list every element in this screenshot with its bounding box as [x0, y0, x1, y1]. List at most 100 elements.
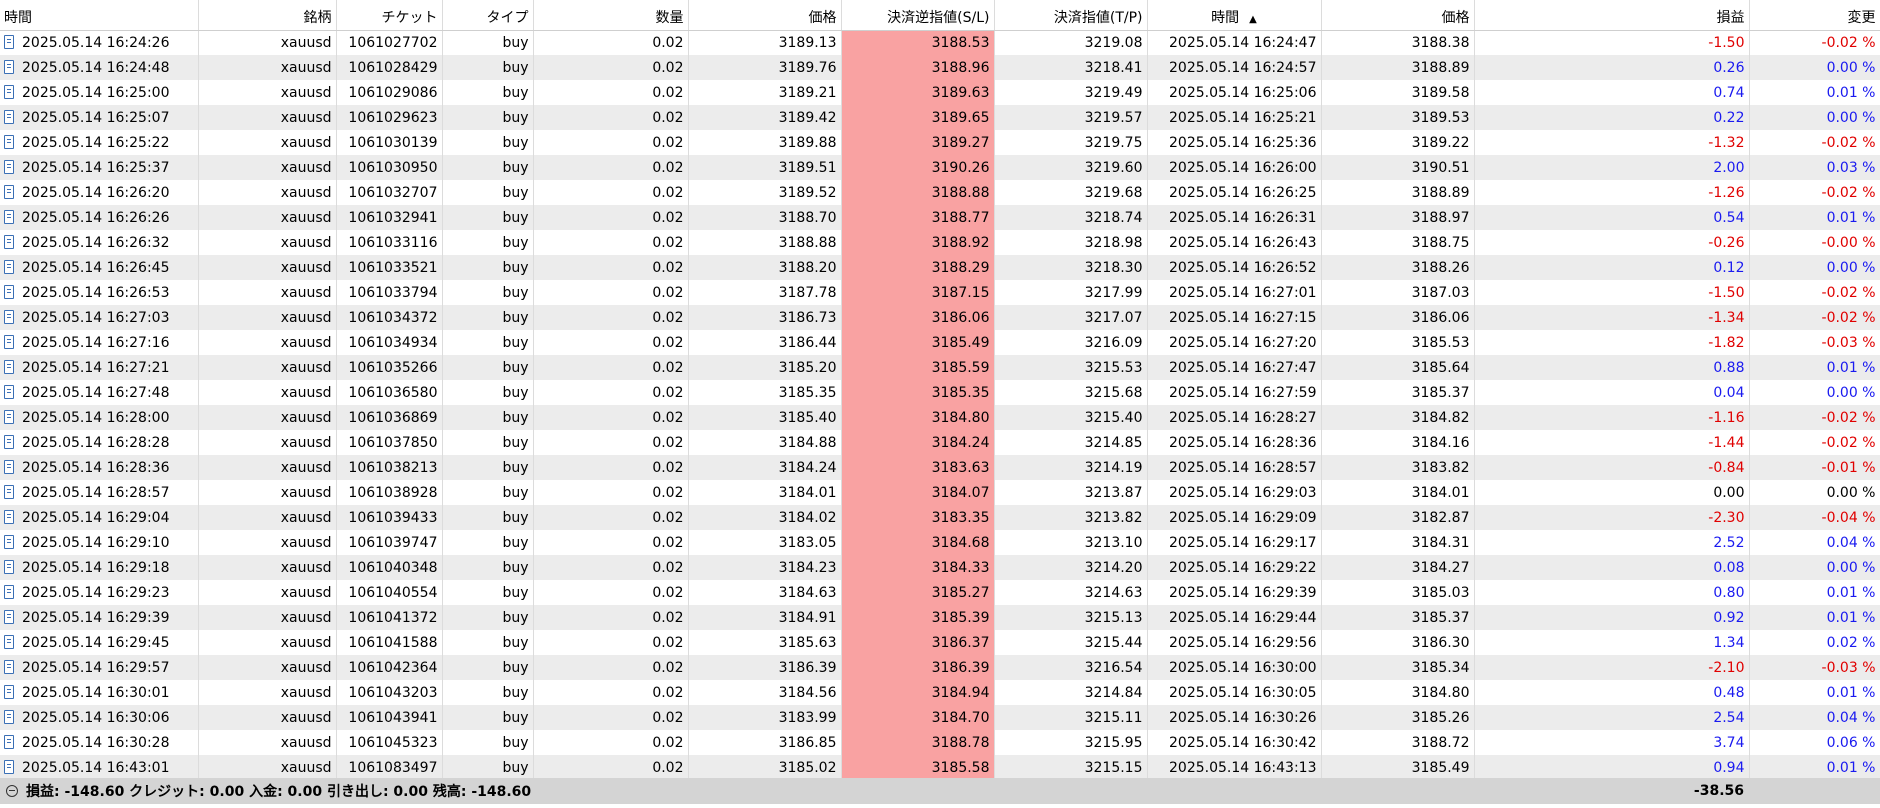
table-row[interactable]: 2025.05.14 16:25:37 xauusd 1061030950 buy 0.…: [0, 155, 1880, 180]
cell-stop-loss-value: 3186.06: [931, 309, 990, 326]
col-header-ticket[interactable]: チケット: [336, 0, 443, 31]
cell-close-time: 2025.05.14 16:30:05: [1147, 680, 1322, 705]
cell-open-price-value: 3184.01: [778, 484, 837, 501]
col-header-label: 銘柄: [303, 9, 332, 26]
table-row[interactable]: 2025.05.14 16:30:06 xauusd 1061043941 buy 0.…: [0, 705, 1880, 730]
deal-document-icon: [4, 284, 14, 299]
cell-change-value: 0.06 %: [1826, 734, 1876, 751]
col-header-close-price[interactable]: 価格: [1321, 0, 1475, 31]
cell-volume: 0.02: [533, 430, 689, 455]
table-row[interactable]: 2025.05.14 16:26:20 xauusd 1061032707 buy 0.…: [0, 180, 1880, 205]
cell-take-profit-value: 3214.19: [1084, 459, 1143, 476]
cell-close-price-value: 3188.26: [1411, 259, 1470, 276]
table-row[interactable]: 2025.05.14 16:28:36 xauusd 1061038213 buy 0.…: [0, 455, 1880, 480]
table-row[interactable]: 2025.05.14 16:26:45 xauusd 1061033521 buy 0.…: [0, 255, 1880, 280]
cell-type: buy: [442, 655, 534, 680]
col-header-volume[interactable]: 数量: [533, 0, 689, 31]
table-row[interactable]: 2025.05.14 16:30:28 xauusd 1061045323 buy 0.…: [0, 730, 1880, 755]
cell-close-time: 2025.05.14 16:29:22: [1147, 555, 1322, 580]
cell-ticket-value: 1061036869: [348, 409, 438, 426]
cell-open-time-value: 2025.05.14 16:26:32: [22, 234, 170, 251]
cell-ticket-value: 1061034372: [348, 309, 438, 326]
cell-close-time: 2025.05.14 16:29:03: [1147, 480, 1322, 505]
table-row[interactable]: 2025.05.14 16:26:53 xauusd 1061033794 buy 0.…: [0, 280, 1880, 305]
cell-volume-value: 0.02: [652, 234, 684, 251]
col-header-symbol[interactable]: 銘柄: [198, 0, 337, 31]
cell-symbol: xauusd: [198, 55, 337, 80]
cell-close-time-value: 2025.05.14 16:25:06: [1169, 84, 1317, 101]
table-row[interactable]: 2025.05.14 16:29:23 xauusd 1061040554 buy 0.…: [0, 580, 1880, 605]
table-row[interactable]: 2025.05.14 16:26:32 xauusd 1061033116 buy 0.…: [0, 230, 1880, 255]
cell-ticket: 1061045323: [336, 730, 443, 755]
cell-volume: 0.02: [533, 555, 689, 580]
cell-profit: -2.10: [1474, 655, 1750, 680]
table-row[interactable]: 2025.05.14 16:29:10 xauusd 1061039747 buy 0.…: [0, 530, 1880, 555]
cell-close-time-value: 2025.05.14 16:28:36: [1169, 434, 1317, 451]
cell-close-price: 3184.82: [1321, 405, 1475, 430]
table-row[interactable]: 2025.05.14 16:28:00 xauusd 1061036869 buy 0.…: [0, 405, 1880, 430]
cell-open-time: 2025.05.14 16:24:48: [0, 55, 199, 80]
table-row[interactable]: 2025.05.14 16:25:22 xauusd 1061030139 buy 0.…: [0, 130, 1880, 155]
cell-open-price: 3186.39: [688, 655, 842, 680]
cell-close-price: 3185.53: [1321, 330, 1475, 355]
cell-stop-loss: 3185.49: [841, 330, 995, 355]
cell-close-price: 3186.30: [1321, 630, 1475, 655]
cell-open-price: 3185.02: [688, 755, 842, 780]
cell-close-time-value: 2025.05.14 16:29:39: [1169, 584, 1317, 601]
collapse-icon[interactable]: [6, 785, 18, 797]
cell-open-price-value: 3189.76: [778, 59, 837, 76]
cell-open-time: 2025.05.14 16:27:48: [0, 380, 199, 405]
table-row[interactable]: 2025.05.14 16:29:39 xauusd 1061041372 buy 0.…: [0, 605, 1880, 630]
deal-document-icon: [4, 659, 14, 674]
cell-close-price-value: 3185.37: [1411, 609, 1470, 626]
cell-take-profit-value: 3214.84: [1084, 684, 1143, 701]
cell-change: -0.02 %: [1749, 130, 1880, 155]
cell-close-time-value: 2025.05.14 16:27:01: [1169, 284, 1317, 301]
table-row[interactable]: 2025.05.14 16:27:21 xauusd 1061035266 buy 0.…: [0, 355, 1880, 380]
cell-symbol-value: xauusd: [280, 609, 332, 626]
table-row[interactable]: 2025.05.14 16:29:45 xauusd 1061041588 buy 0.…: [0, 630, 1880, 655]
col-header-open-time[interactable]: 時間: [0, 0, 199, 31]
table-row[interactable]: 2025.05.14 16:30:01 xauusd 1061043203 buy 0.…: [0, 680, 1880, 705]
cell-change: -0.00 %: [1749, 230, 1880, 255]
table-row[interactable]: 2025.05.14 16:28:57 xauusd 1061038928 buy 0.…: [0, 480, 1880, 505]
cell-volume-value: 0.02: [652, 134, 684, 151]
cell-close-time: 2025.05.14 16:30:42: [1147, 730, 1322, 755]
table-row[interactable]: 2025.05.14 16:29:04 xauusd 1061039433 buy 0.…: [0, 505, 1880, 530]
cell-change: 0.01 %: [1749, 205, 1880, 230]
cell-profit: 2.54: [1474, 705, 1750, 730]
table-row[interactable]: 2025.05.14 16:26:26 xauusd 1061032941 buy 0.…: [0, 205, 1880, 230]
table-row[interactable]: 2025.05.14 16:24:48 xauusd 1061028429 buy 0.…: [0, 55, 1880, 80]
col-header-tp[interactable]: 決済指値(T/P): [994, 0, 1148, 31]
cell-close-price-value: 3187.03: [1411, 284, 1470, 301]
cell-open-time-value: 2025.05.14 16:25:22: [22, 134, 170, 151]
table-row[interactable]: 2025.05.14 16:29:57 xauusd 1061042364 buy 0.…: [0, 655, 1880, 680]
cell-take-profit: 3218.98: [994, 230, 1148, 255]
table-row[interactable]: 2025.05.14 16:29:18 xauusd 1061040348 buy 0.…: [0, 555, 1880, 580]
cell-stop-loss: 3184.68: [841, 530, 995, 555]
cell-ticket: 1061038928: [336, 480, 443, 505]
col-header-profit[interactable]: 損益: [1474, 0, 1750, 31]
cell-take-profit-value: 3215.15: [1084, 759, 1143, 776]
cell-profit-value: 0.88: [1713, 359, 1745, 376]
table-row[interactable]: 2025.05.14 16:25:00 xauusd 1061029086 buy 0.…: [0, 80, 1880, 105]
table-row[interactable]: 2025.05.14 16:24:26 xauusd 1061027702 buy 0.…: [0, 30, 1880, 55]
cell-close-price: 3189.22: [1321, 130, 1475, 155]
cell-change-value: 0.04 %: [1826, 709, 1876, 726]
cell-change-value: -0.01 %: [1821, 459, 1876, 476]
col-header-type[interactable]: タイプ: [442, 0, 534, 31]
cell-close-price: 3188.89: [1321, 55, 1475, 80]
col-header-label: 変更: [1847, 9, 1876, 26]
cell-close-price: 3188.89: [1321, 180, 1475, 205]
table-row[interactable]: 2025.05.14 16:27:16 xauusd 1061034934 buy 0.…: [0, 330, 1880, 355]
table-row[interactable]: 2025.05.14 16:28:28 xauusd 1061037850 buy 0.…: [0, 430, 1880, 455]
col-header-sl[interactable]: 決済逆指値(S/L): [841, 0, 995, 31]
table-row[interactable]: 2025.05.14 16:27:48 xauusd 1061036580 buy 0.…: [0, 380, 1880, 405]
table-row[interactable]: 2025.05.14 16:27:03 xauusd 1061034372 buy 0.…: [0, 305, 1880, 330]
cell-volume: 0.02: [533, 680, 689, 705]
table-row[interactable]: 2025.05.14 16:25:07 xauusd 1061029623 buy 0.…: [0, 105, 1880, 130]
col-header-change[interactable]: 変更: [1749, 0, 1880, 31]
table-row[interactable]: 2025.05.14 16:43:01 xauusd 1061083497 buy 0.…: [0, 755, 1880, 780]
col-header-price[interactable]: 価格: [688, 0, 842, 31]
col-header-close-time[interactable]: 時間 ▲: [1147, 0, 1322, 31]
